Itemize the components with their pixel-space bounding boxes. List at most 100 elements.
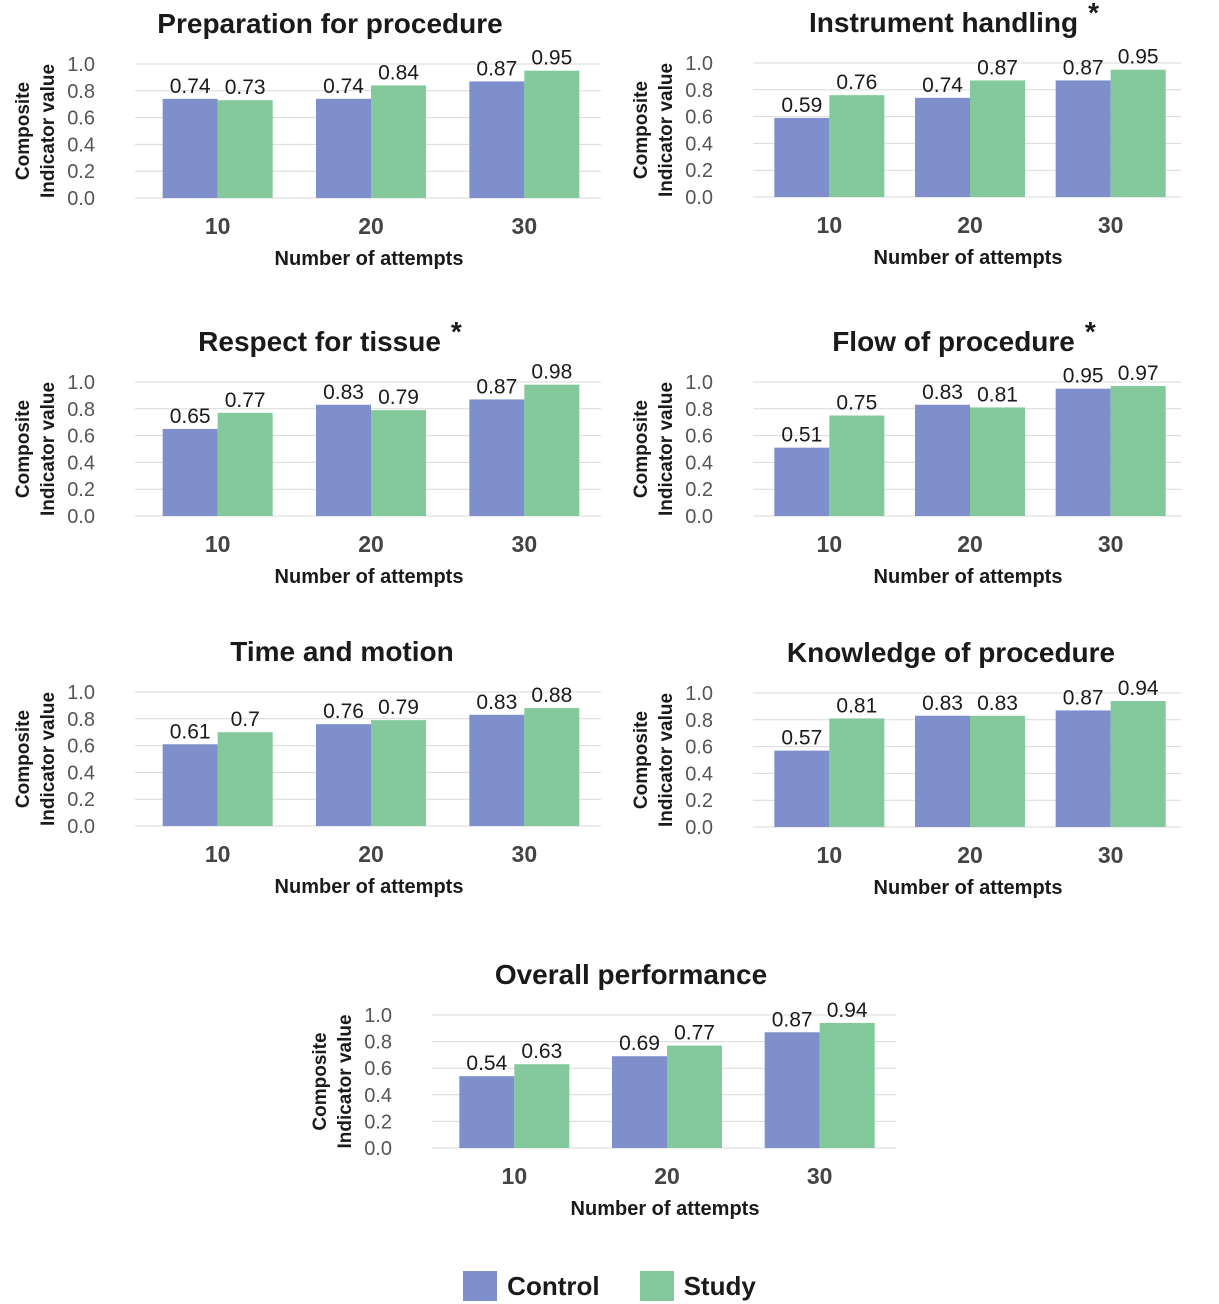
y-tick-label: 0.0 (685, 187, 713, 209)
chart-panel-6: 0.0 0.2 0.4 0.6 0.8 1.0 Knowledge of procedure… (631, 637, 1181, 899)
bar-study-20 (970, 715, 1025, 827)
x-axis-label: Number of attempts (874, 247, 1063, 269)
bar-study-30 (819, 1022, 875, 1148)
x-axis-label: Number of attempts (874, 877, 1063, 899)
y-tick-label: 0.6 (685, 107, 713, 129)
legend-label-control: Control (507, 1270, 600, 1301)
y-tick-label: 0.8 (67, 81, 95, 103)
data-label: 0.95 (531, 47, 572, 70)
y-tick-label: 0.2 (67, 161, 95, 183)
bar-control-30 (1055, 80, 1111, 197)
y-tick-label: 1.0 (67, 682, 95, 704)
y-tick-label: 0.8 (685, 710, 713, 732)
chart-title: Respect for tissue * (198, 316, 462, 357)
y-tick-label: 0.2 (364, 1111, 392, 1133)
bar-study-20 (371, 410, 426, 516)
chart-title: Knowledge of procedure (787, 637, 1115, 668)
bar-control-30 (1055, 710, 1111, 827)
x-axis-label: Number of attempts (275, 248, 464, 270)
data-label: 0.76 (323, 700, 364, 723)
data-label: 0.74 (323, 75, 364, 98)
y-tick-label: 0.8 (67, 399, 95, 421)
data-label: 0.87 (977, 56, 1018, 79)
data-label: 0.75 (836, 392, 877, 415)
data-label: 0.79 (378, 696, 419, 719)
bar-study-20 (371, 85, 426, 198)
y-axis-label: Composite Indicator value (13, 382, 59, 516)
data-label: 0.65 (170, 405, 211, 428)
bar-study-20 (667, 1045, 722, 1148)
y-axis-label: Composite Indicator value (631, 63, 677, 197)
data-label: 0.95 (1063, 365, 1104, 388)
chart-panel-1: 0.0 0.2 0.4 0.6 0.8 1.0 Preparation for proced… (13, 8, 601, 270)
chart-panel-5: 0.0 0.2 0.4 0.6 0.8 1.0 Time and motion Composi… (13, 636, 601, 898)
chart-title: Preparation for procedure (157, 8, 502, 39)
chart-title: Flow of procedure * (832, 316, 1096, 357)
x-tick-label: 30 (512, 531, 538, 557)
y-tick-label: 0.4 (67, 134, 95, 156)
y-tick-label: 0.8 (685, 399, 713, 421)
data-label: 0.97 (1118, 362, 1159, 385)
data-label: 0.81 (977, 383, 1018, 406)
data-label: 0.94 (827, 999, 868, 1022)
data-label: 0.95 (1118, 46, 1159, 69)
chart-panel-7: 0.0 0.2 0.4 0.6 0.8 1.0 Overall performance Com… (310, 959, 896, 1220)
x-axis-label: Number of attempts (275, 876, 464, 898)
bar-control-30 (469, 81, 525, 198)
data-label: 0.87 (476, 57, 517, 80)
bar-control-30 (1055, 388, 1111, 516)
data-label: 0.7 (231, 708, 260, 731)
data-label: 0.69 (619, 1032, 660, 1055)
bar-control-20 (316, 404, 371, 516)
y-tick-label: 0.0 (67, 188, 95, 210)
x-tick-label: 30 (512, 841, 538, 867)
y-tick-label: 0.6 (67, 736, 95, 758)
bar-study-30 (524, 708, 580, 826)
data-label: 0.74 (170, 75, 211, 98)
y-tick-label: 1.0 (685, 372, 713, 394)
bar-control-30 (469, 714, 525, 826)
y-tick-label: 0.4 (685, 452, 713, 474)
bar-control-20 (915, 715, 970, 827)
y-tick-label: 0.4 (685, 763, 713, 785)
data-label: 0.87 (772, 1008, 813, 1031)
chart-title: Time and motion (230, 636, 454, 667)
bar-study-30 (524, 384, 580, 516)
y-tick-label: 1.0 (685, 53, 713, 75)
bar-study-10 (829, 718, 885, 827)
data-label: 0.77 (225, 389, 266, 412)
data-label: 0.87 (1063, 56, 1104, 79)
chart-panel-4: 0.0 0.2 0.4 0.6 0.8 1.0 Flow of procedure * Comp… (631, 316, 1181, 588)
data-label: 0.79 (378, 386, 419, 409)
x-tick-label: 10 (817, 212, 843, 238)
x-tick-label: 30 (807, 1163, 833, 1189)
data-label: 0.83 (977, 692, 1018, 715)
chart-title: Overall performance (495, 959, 767, 990)
x-tick-label: 20 (358, 531, 384, 557)
data-label: 0.61 (170, 720, 211, 743)
y-tick-label: 0.2 (67, 789, 95, 811)
y-tick-label: 0.4 (364, 1085, 392, 1107)
bar-control-30 (469, 399, 525, 516)
bar-control-20 (915, 97, 970, 197)
bar-study-10 (514, 1064, 570, 1148)
y-axis-label: Composite Indicator value (13, 64, 59, 198)
data-label: 0.83 (922, 381, 963, 404)
bar-control-20 (612, 1056, 667, 1148)
bar-study-30 (1110, 701, 1166, 827)
data-label: 0.87 (476, 375, 517, 398)
y-tick-label: 1.0 (67, 372, 95, 394)
bar-study-10 (217, 100, 273, 198)
y-tick-label: 0.6 (67, 426, 95, 448)
data-label: 0.88 (531, 684, 572, 707)
bar-control-10 (162, 428, 218, 516)
data-label: 0.63 (521, 1040, 562, 1063)
y-tick-label: 0.0 (685, 817, 713, 839)
data-label: 0.94 (1118, 677, 1159, 700)
bar-control-30 (764, 1032, 820, 1148)
bar-control-10 (774, 447, 830, 516)
data-label: 0.76 (836, 71, 877, 94)
x-tick-label: 30 (1098, 212, 1124, 238)
y-axis-label: Composite Indicator value (13, 692, 59, 826)
